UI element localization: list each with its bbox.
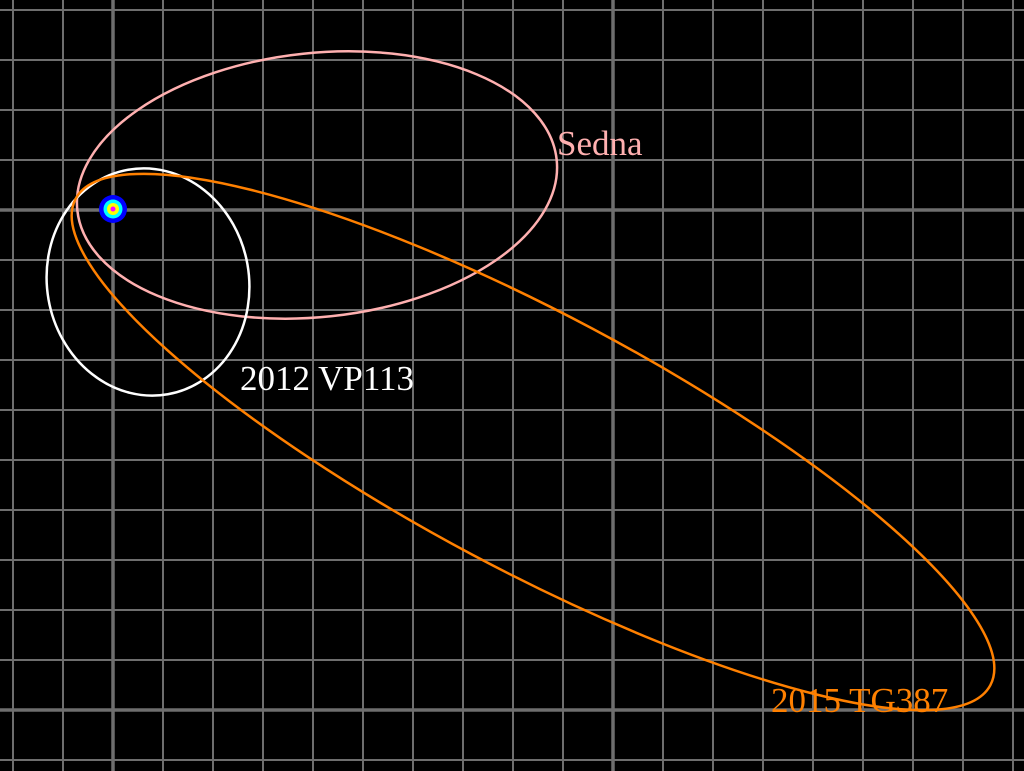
sun-icon	[99, 195, 127, 223]
sun-ring	[110, 206, 116, 212]
label-sedna: Sedna	[557, 124, 643, 163]
label-2015-tg387: 2015 TG387	[771, 681, 948, 720]
orbit-2015-tg387	[70, 172, 996, 712]
orbit-2012-vp113	[45, 167, 251, 397]
label-2012-vp113: 2012 VP113	[240, 359, 414, 398]
orbit-sedna	[75, 50, 559, 320]
